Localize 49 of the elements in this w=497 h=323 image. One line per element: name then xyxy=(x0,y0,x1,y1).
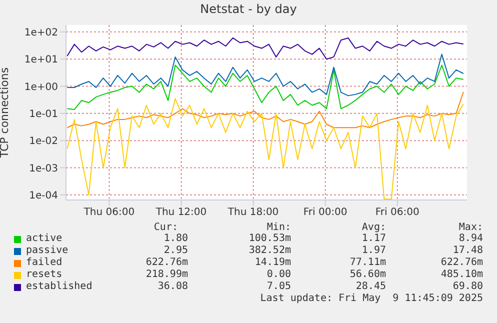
text: 69.80 xyxy=(452,281,483,292)
text: 218.99m xyxy=(146,269,188,280)
text: 1.17 xyxy=(362,233,386,244)
text: 1.80 xyxy=(164,233,188,244)
line-series xyxy=(66,64,464,110)
text: Max: xyxy=(458,222,483,233)
text: Avg: xyxy=(362,222,386,233)
y-tick-label: 1e+01 xyxy=(24,54,58,66)
text: 485.10m xyxy=(440,269,483,280)
chart-title: Netstat - by day xyxy=(199,2,298,16)
text: 2.95 xyxy=(164,245,188,256)
y-tick-label: 1e-02 xyxy=(29,136,58,148)
legend-label: resets xyxy=(26,269,62,280)
text: 17.48 xyxy=(452,245,483,256)
text: 8.94 xyxy=(458,233,483,244)
x-tick-label: Thu 18:00 xyxy=(226,207,279,218)
y-axis-title: TCP connections xyxy=(0,67,11,159)
y-tick-label: 1e-01 xyxy=(29,108,58,120)
text: 14.19m xyxy=(254,257,291,268)
line-series xyxy=(66,91,464,128)
text: 100.53m xyxy=(248,233,291,244)
text: 0.00 xyxy=(266,269,291,280)
text: 77.11m xyxy=(350,257,386,268)
line-series xyxy=(66,54,464,96)
text: 36.08 xyxy=(158,281,188,292)
text: Cur: xyxy=(154,222,178,233)
x-tick-label: Thu 06:00 xyxy=(82,207,135,218)
text: 28.45 xyxy=(356,281,386,292)
legend-label: active xyxy=(26,233,62,244)
text: 7.05 xyxy=(266,281,291,292)
x-tick-label: Fri 06:00 xyxy=(375,207,420,218)
legend-label: passive xyxy=(26,245,68,256)
x-tick-label: Thu 12:00 xyxy=(154,207,207,218)
y-tick-label: 1e+02 xyxy=(24,27,58,38)
line-series xyxy=(66,37,464,60)
x-tick-label: Fri 00:00 xyxy=(303,207,348,218)
y-tick-label: 1e-03 xyxy=(29,163,58,174)
y-tick-label: 1e+00 xyxy=(24,82,58,93)
line-series xyxy=(66,98,464,200)
text: 56.60m xyxy=(350,269,386,280)
text: 622.76m xyxy=(440,257,483,268)
text: 622.76m xyxy=(146,257,188,268)
text: 1.97 xyxy=(362,245,386,256)
text: Min: xyxy=(266,222,291,233)
legend-label: failed xyxy=(26,257,62,268)
y-tick-label: 1e-04 xyxy=(29,190,58,202)
text: 382.52m xyxy=(248,245,291,256)
text: Last update: Fri May 9 11:45:09 2025 xyxy=(260,293,483,304)
legend-label: established xyxy=(26,281,92,292)
